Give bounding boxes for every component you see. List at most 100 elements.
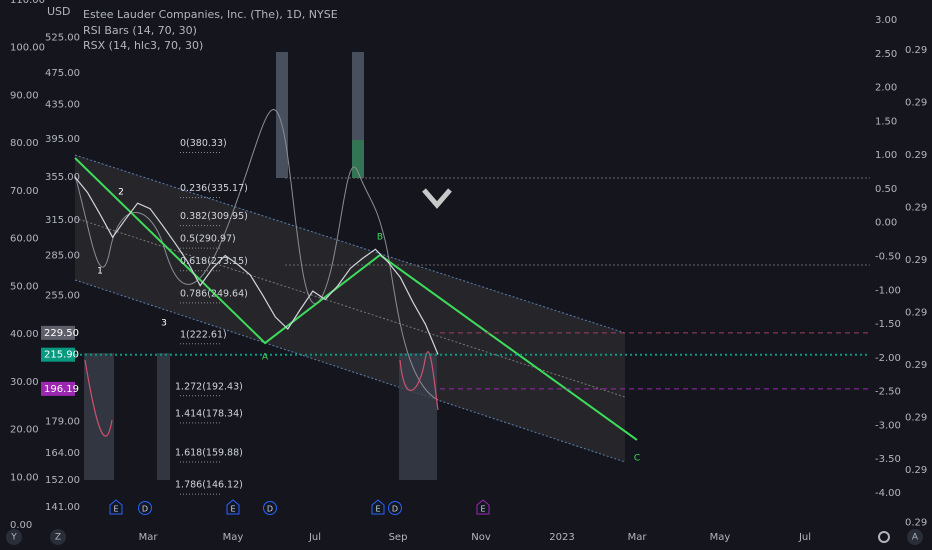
time-label: Mar bbox=[628, 532, 648, 543]
price-tag bbox=[41, 325, 75, 340]
rsx-tick-label: -0.50 bbox=[875, 251, 901, 262]
left-tick-label: 50.00 bbox=[10, 281, 39, 292]
wave-label: A bbox=[262, 353, 269, 363]
price-tick-label: 315.00 bbox=[45, 215, 80, 226]
fib-label: 1(222.61) bbox=[180, 329, 227, 340]
wave-label: 2 bbox=[118, 188, 124, 198]
rsi-bar bbox=[352, 140, 364, 178]
rsx-tick-label: 2.50 bbox=[875, 49, 897, 60]
rsx-tick-label: 3.00 bbox=[875, 15, 897, 26]
rsx-tick-label: -1.50 bbox=[875, 319, 901, 330]
fib-label: 1.272(192.43) bbox=[175, 381, 243, 392]
event-icon[interactable] bbox=[109, 499, 123, 515]
price-tick-label: 285.00 bbox=[45, 251, 80, 262]
price-tick-label: 179.00 bbox=[45, 417, 80, 428]
time-label: 2023 bbox=[549, 532, 574, 543]
fib-label: 1.786(146.12) bbox=[175, 480, 243, 491]
rsi-curve bbox=[84, 351, 439, 437]
rsi-bar bbox=[84, 353, 114, 480]
rsx-tick-label: 2.00 bbox=[875, 83, 897, 94]
rsi-tick-label: 0.29 bbox=[905, 203, 927, 214]
event-icon[interactable] bbox=[138, 501, 152, 515]
fib-label: 0.382(309.95) bbox=[180, 211, 248, 222]
price-tick-label: 355.00 bbox=[45, 172, 80, 183]
rsi-bar bbox=[399, 353, 437, 480]
time-label: Nov bbox=[471, 532, 491, 543]
toolbar-button[interactable] bbox=[50, 529, 66, 545]
fib-label: 0.236(335.17) bbox=[180, 183, 248, 194]
rsi-tick-label: 0.29 bbox=[905, 465, 927, 476]
price-tick-label: 475.00 bbox=[45, 68, 80, 79]
fib-label: 0.5(290.97) bbox=[180, 234, 236, 245]
price-tick-label: 255.00 bbox=[45, 290, 80, 301]
fib-label: 1.414(178.34) bbox=[175, 408, 243, 419]
event-label: E bbox=[113, 505, 118, 514]
time-label: Jul bbox=[308, 532, 321, 543]
channel-upper bbox=[74, 154, 626, 334]
fib-label: 0.786(249.64) bbox=[180, 288, 248, 299]
event-icon[interactable] bbox=[263, 501, 277, 515]
rsx-tick-label: -3.50 bbox=[875, 454, 901, 465]
wave-label: 3 bbox=[161, 319, 167, 329]
left-tick-label: 30.00 bbox=[10, 377, 39, 388]
title: Estee Lauder Companies, Inc. (The), 1D, … bbox=[83, 8, 338, 21]
indicator: RSX (14, hlc3, 70, 30) bbox=[83, 39, 203, 52]
fib-label: 0(380.33) bbox=[180, 138, 227, 149]
toolbar-button[interactable] bbox=[907, 529, 923, 545]
wave-label: B bbox=[377, 233, 383, 243]
left-tick-label: 10.00 bbox=[10, 472, 39, 483]
rsx-tick-label: 1.00 bbox=[875, 150, 897, 161]
rsi-tick-label: 0.29 bbox=[905, 518, 927, 529]
price-tag-label: 196.19 bbox=[44, 384, 79, 395]
rsx-tick-label: -3.00 bbox=[875, 420, 901, 431]
event-label: E bbox=[375, 505, 380, 514]
fib-label: 0.618(273.15) bbox=[180, 256, 248, 267]
event-icon[interactable] bbox=[371, 499, 385, 515]
toolbar-label: Z bbox=[55, 533, 61, 543]
time-label: Jul bbox=[798, 532, 811, 543]
rsx-tick-label: -4.00 bbox=[875, 488, 901, 499]
settings-button[interactable] bbox=[878, 531, 890, 543]
price-tick-label: 164.00 bbox=[45, 448, 80, 459]
toolbar-button[interactable] bbox=[6, 529, 22, 545]
event-icon[interactable] bbox=[388, 501, 402, 515]
price-tag bbox=[41, 381, 75, 396]
rsi-tick-label: 0.29 bbox=[905, 255, 927, 266]
event-label: E bbox=[480, 505, 485, 514]
price-tick-label: 395.00 bbox=[45, 134, 80, 145]
left-tick-label: 70.00 bbox=[10, 186, 39, 197]
event-label: E bbox=[230, 505, 235, 514]
rsi-tick-label: 0.29 bbox=[905, 360, 927, 371]
rsx-tick-label: -1.00 bbox=[875, 285, 901, 296]
rsi-tick-label: 0.29 bbox=[905, 98, 927, 109]
event-icon[interactable] bbox=[476, 499, 490, 515]
channel-lower bbox=[74, 279, 626, 463]
time-label: May bbox=[223, 532, 244, 543]
currency: USD bbox=[47, 5, 71, 18]
toolbar-label: A bbox=[912, 533, 919, 543]
rsi-tick-label: 0.29 bbox=[905, 150, 927, 161]
left-tick-label: 40.00 bbox=[10, 329, 39, 340]
time-label: Sep bbox=[389, 532, 408, 543]
price-tick-label: 141.00 bbox=[45, 502, 80, 513]
price-tag-label: 229.50 bbox=[44, 328, 79, 339]
rsi-tick-label: 0.29 bbox=[905, 413, 927, 424]
time-axis-bg bbox=[0, 527, 932, 550]
rsx-tick-label: -2.00 bbox=[875, 353, 901, 364]
time-label: May bbox=[710, 532, 731, 543]
channel-fill bbox=[75, 155, 625, 462]
price-tag-label: 215.90 bbox=[44, 350, 79, 361]
price-tick-label: 435.00 bbox=[45, 100, 80, 111]
event-icon[interactable] bbox=[226, 499, 240, 515]
rsx-tick-label: -2.50 bbox=[875, 387, 901, 398]
event-label: D bbox=[142, 505, 148, 514]
event-label: D bbox=[392, 505, 398, 514]
rsx-line bbox=[74, 109, 439, 401]
fib-label: 1.618(159.88) bbox=[175, 447, 243, 458]
rsx-tick-label: 0.50 bbox=[875, 184, 897, 195]
rsi-bar bbox=[276, 52, 288, 178]
toolbar-label: Y bbox=[10, 533, 17, 543]
left-tick-label: 80.00 bbox=[10, 138, 39, 149]
rsx-tick-label: 0.00 bbox=[875, 218, 897, 229]
